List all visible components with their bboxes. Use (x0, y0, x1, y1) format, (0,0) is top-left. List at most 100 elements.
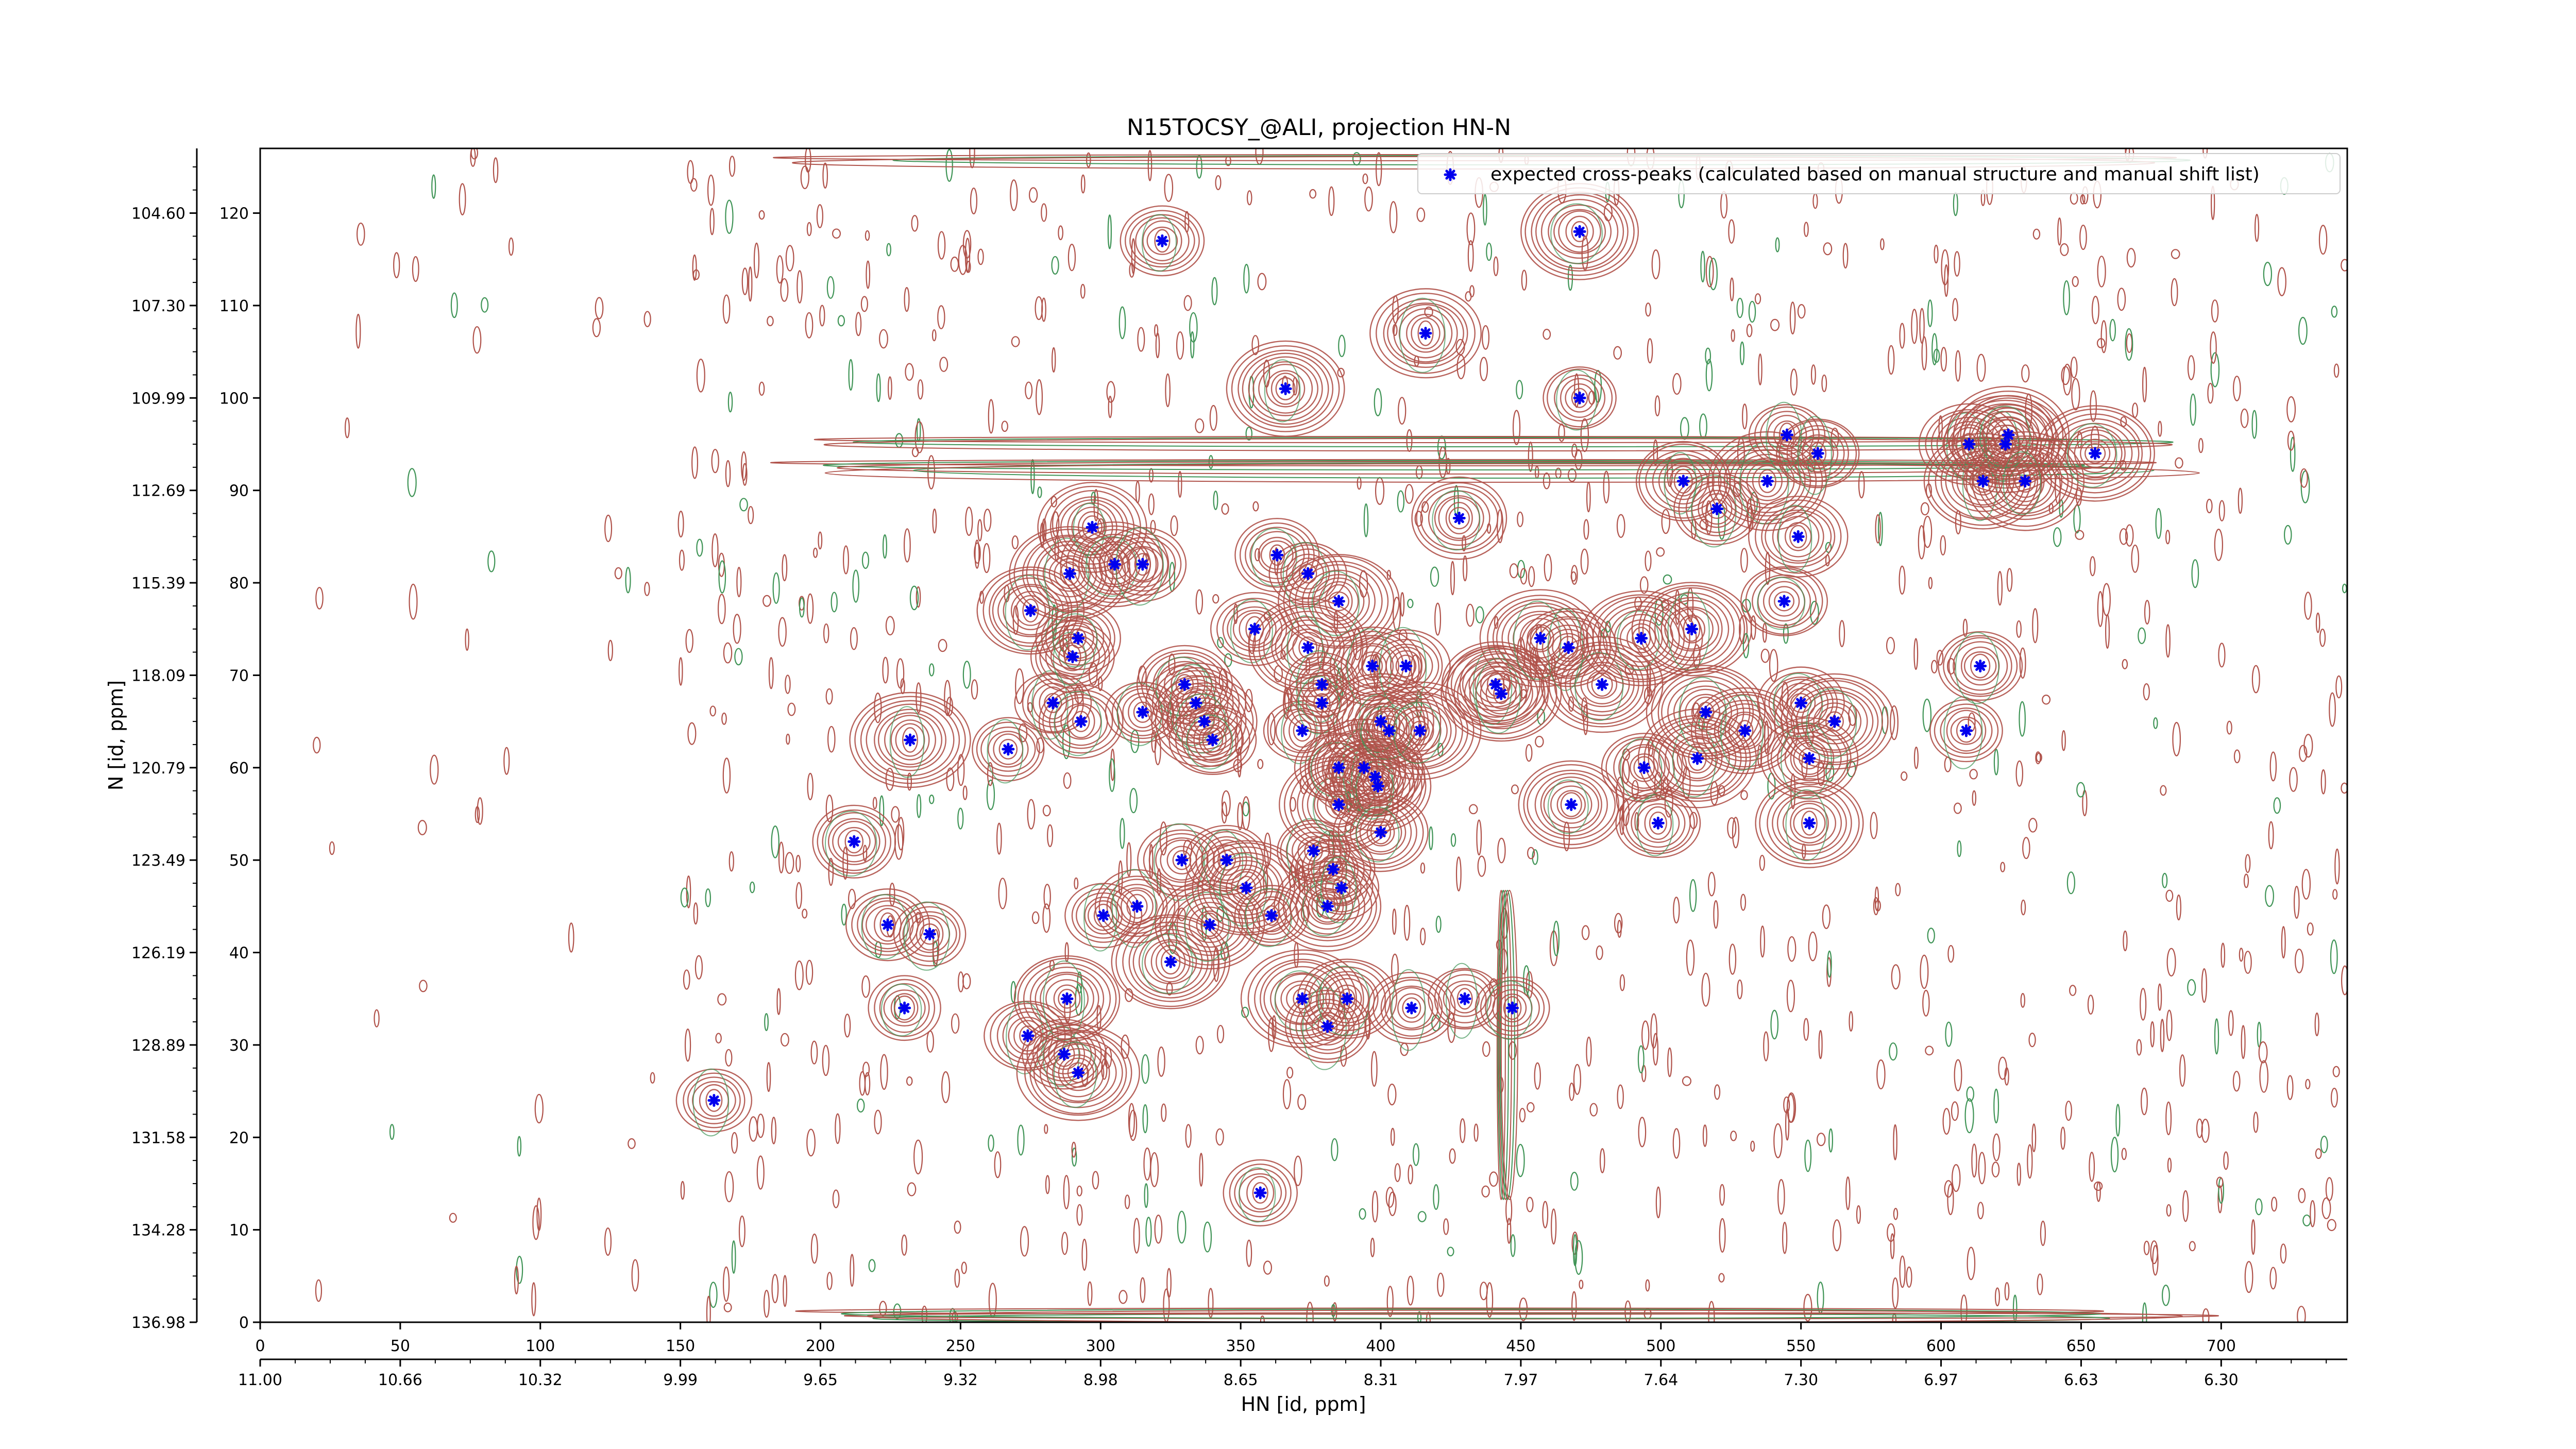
peak-marker (1676, 475, 1690, 488)
secondary-x-tick-label: 7.64 (1643, 1371, 1678, 1389)
peak-marker (1357, 761, 1370, 774)
peak-marker (1489, 678, 1502, 691)
peak-marker (1962, 437, 1976, 451)
legend-marker-star (1444, 168, 1457, 181)
secondary-x-tick-label: 6.97 (1924, 1371, 1958, 1389)
x-tick-label: 300 (1086, 1337, 1115, 1355)
secondary-y-tick-label: 120.79 (131, 760, 185, 778)
peak-marker (1301, 641, 1315, 654)
peak-marker (1321, 900, 1334, 913)
peak-marker (1399, 659, 1413, 672)
y-tick-label: 30 (229, 1037, 249, 1055)
secondary-x-tick-label: 8.98 (1083, 1371, 1118, 1389)
peak-marker (1332, 761, 1345, 774)
secondary-y-tick-label: 104.60 (131, 205, 185, 223)
peak-marker (1635, 632, 1648, 645)
peak-marker (1974, 659, 1987, 672)
peak-marker (1596, 678, 1609, 691)
peak-marker (1253, 1186, 1267, 1200)
peak-marker (1197, 715, 1211, 728)
y-tick-label: 10 (229, 1222, 249, 1240)
secondary-x-tick-label: 10.32 (518, 1371, 563, 1389)
x-axis: 0 50 100 150 200 250 300 350 400 450 500 550 600 650 7… (255, 1322, 2236, 1355)
peak-marker (1760, 475, 1774, 488)
x-tick-label: 650 (2066, 1337, 2096, 1355)
peak-marker (1368, 770, 1382, 784)
peak-marker (881, 918, 894, 932)
y-tick-label: 60 (229, 760, 249, 778)
secondary-y-tick-label: 123.49 (131, 852, 185, 870)
peak-marker (1637, 761, 1651, 774)
peak-marker (1296, 992, 1309, 1005)
peak-marker (1374, 825, 1387, 839)
peak-marker (1240, 881, 1253, 895)
peak-marker (1382, 724, 1396, 737)
peak-marker (1086, 520, 1099, 534)
secondary-x-tick-label: 6.30 (2204, 1371, 2239, 1389)
peak-marker (1164, 955, 1177, 968)
peak-marker (1063, 567, 1076, 580)
peak-marker (1270, 548, 1284, 562)
contour-layer (313, 148, 2347, 1322)
peak-marker (1066, 650, 1079, 664)
peak-marker (1699, 705, 1713, 719)
peak-marker (1046, 696, 1060, 710)
x-tick-label: 150 (666, 1337, 695, 1355)
x-tick-label: 200 (806, 1337, 835, 1355)
secondary-x-tick-label: 7.97 (1504, 1371, 1538, 1389)
peak-marker (1315, 696, 1329, 710)
peak-marker (1803, 816, 1816, 830)
peak-marker (2002, 428, 2015, 442)
peak-marker (1828, 715, 1841, 728)
peak-marker (1366, 659, 1379, 672)
peak-marker (1321, 1020, 1334, 1033)
peak-marker (1371, 780, 1385, 793)
peak-marker (1265, 909, 1278, 922)
peak-marker (1780, 428, 1793, 442)
peak-marker (1573, 225, 1586, 238)
y-tick-label: 70 (229, 667, 249, 685)
peak-marker (1130, 900, 1144, 913)
y-tick-label: 110 (219, 297, 249, 315)
legend-entry: expected cross-peaks (calculated based o… (1490, 164, 2260, 185)
y-tick-label: 40 (229, 945, 249, 963)
secondary-x-axis: 11.00 10.66 10.32 9.99 9.65 9.32 8.98 8.65 8.31 7… (238, 1358, 2347, 1389)
peak-marker (1458, 992, 1471, 1005)
secondary-y-tick-label: 136.98 (131, 1314, 185, 1332)
y-tick-label: 80 (229, 575, 249, 593)
legend: expected cross-peaks (calculated based o… (1417, 153, 2341, 194)
peak-marker (1072, 632, 1085, 645)
peak-marker (1203, 918, 1216, 932)
peak-marker (1206, 733, 1219, 747)
x-tick-label: 500 (1646, 1337, 1675, 1355)
y-axis: 0 10 20 30 40 50 60 70 80 90 100 110 120 (219, 205, 260, 1332)
peak-marker (1248, 622, 1261, 636)
peak-marker (1976, 475, 1990, 488)
secondary-x-tick-label: 11.00 (238, 1371, 282, 1389)
legend-marker (1444, 168, 1457, 181)
peak-marker (1562, 641, 1575, 654)
peak-marker (1405, 1001, 1418, 1015)
y-tick-label: 0 (239, 1314, 249, 1332)
peak-marker (1108, 558, 1121, 571)
x-tick-label: 450 (1506, 1337, 1535, 1355)
secondary-x-tick-label: 9.65 (803, 1371, 838, 1389)
peak-marker (1803, 752, 1816, 765)
y-tick-label: 90 (229, 482, 249, 500)
secondary-y-tick-label: 131.58 (131, 1129, 185, 1147)
peak-marker (923, 928, 937, 941)
legend-box (1417, 153, 2341, 194)
secondary-y-tick-label: 118.09 (131, 667, 185, 685)
secondary-y-tick-label: 128.89 (131, 1037, 185, 1055)
chart-title: N15TOCSY_@ALI, projection HN-N (1127, 114, 1511, 141)
peak-marker (1327, 863, 1340, 876)
peak-marker (1002, 743, 1015, 756)
peak-marker (904, 733, 917, 747)
peak-marker (1060, 992, 1074, 1005)
peak-marker (1058, 1048, 1071, 1061)
secondary-x-tick-label: 8.31 (1364, 1371, 1398, 1389)
peak-marker (1565, 798, 1578, 812)
y-axis-label: N [id, ppm] (105, 680, 127, 790)
peak-marker (1097, 909, 1110, 922)
